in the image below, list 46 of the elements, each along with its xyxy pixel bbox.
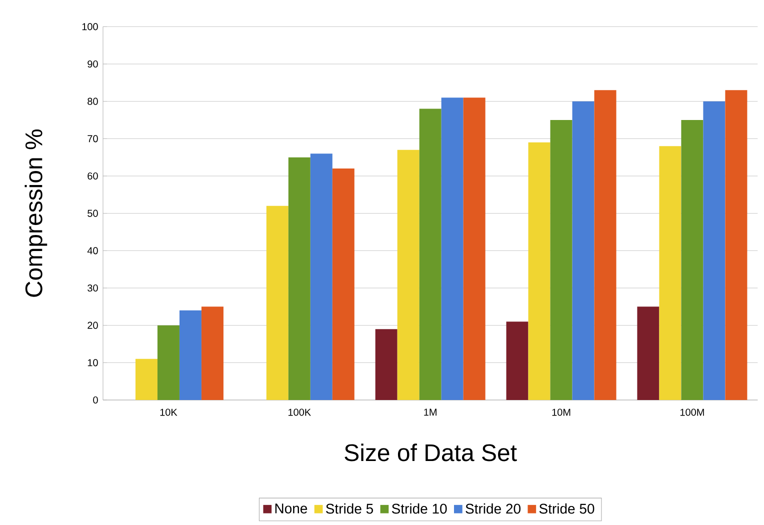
y-tick-label: 80 <box>88 98 98 105</box>
bar <box>419 108 442 400</box>
y-tick-label: 90 <box>88 60 98 68</box>
x-tick-label: 10M <box>552 408 570 416</box>
y-tick-label: 50 <box>88 210 98 217</box>
y-tick-label: 30 <box>88 284 98 292</box>
bar <box>332 168 354 400</box>
bar <box>135 358 158 400</box>
legend-label: None <box>275 504 308 514</box>
y-axis-title: Compression % <box>24 130 48 297</box>
bar <box>637 306 660 400</box>
bar <box>528 142 550 400</box>
bar <box>572 101 594 400</box>
bar <box>703 101 726 400</box>
bar <box>375 329 398 400</box>
y-tick-label: 10 <box>88 359 98 366</box>
y-tick-label: 20 <box>88 322 98 329</box>
bar <box>550 120 572 400</box>
bar <box>310 154 332 400</box>
y-tick-label: 0 <box>93 396 98 404</box>
bar <box>288 157 310 400</box>
bar <box>681 120 704 400</box>
bar <box>594 90 616 400</box>
bar <box>201 306 224 400</box>
bar <box>397 150 420 400</box>
x-axis-title: Size of Data Set <box>344 444 517 462</box>
bar <box>506 322 528 400</box>
bar <box>463 98 486 400</box>
legend-label: Stride 50 <box>539 503 594 514</box>
x-tick-label: 1M <box>424 408 436 416</box>
bar <box>266 206 288 400</box>
bar <box>441 98 464 400</box>
legend-label: Stride 5 <box>326 503 374 514</box>
y-tick-label: 100 <box>82 23 98 30</box>
y-tick-label: 70 <box>88 135 98 142</box>
bar <box>659 146 682 400</box>
y-tick-label: 60 <box>88 172 98 180</box>
bar <box>179 310 202 400</box>
bar <box>725 90 748 400</box>
y-tick-label: 40 <box>87 247 98 254</box>
x-tick-label: 100K <box>288 408 311 416</box>
bar <box>157 325 180 400</box>
x-tick-label: 100M <box>680 408 704 416</box>
x-tick-label: 10K <box>160 408 178 416</box>
legend-label: Stride 20 <box>466 503 520 514</box>
legend-label: Stride 10 <box>392 503 447 514</box>
